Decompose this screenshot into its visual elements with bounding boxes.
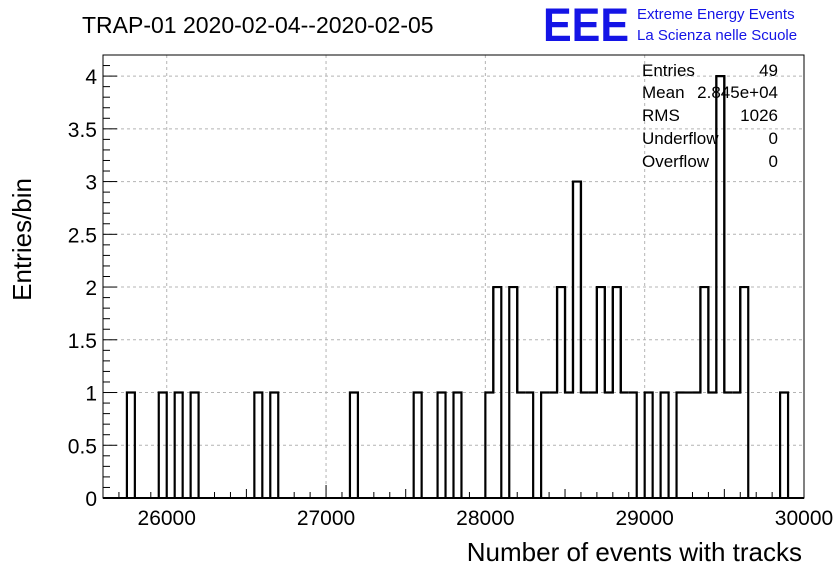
stats-overflow-value: 0 bbox=[769, 152, 778, 171]
stats-mean-label: Mean bbox=[642, 83, 685, 102]
histogram-bin bbox=[173, 391, 184, 498]
y-tick-label: 0.5 bbox=[68, 435, 97, 458]
y-tick-label: 1.5 bbox=[68, 330, 97, 353]
x-axis-label: Number of events with tracks bbox=[467, 537, 802, 567]
stats-underflow-value: 0 bbox=[769, 129, 778, 148]
stats-mean-value: 2.845e+04 bbox=[697, 83, 778, 102]
histogram-bin bbox=[492, 285, 503, 498]
histogram-bin bbox=[125, 391, 136, 498]
y-tick-label: 3.5 bbox=[68, 119, 97, 142]
histogram-bin bbox=[253, 391, 264, 498]
y-tick-label: 0 bbox=[85, 488, 97, 511]
histogram-bin bbox=[436, 391, 447, 498]
stats-entries-label: Entries bbox=[642, 61, 695, 80]
chart-title: TRAP-01 2020-02-04--2020-02-05 bbox=[82, 12, 434, 38]
y-tick-label: 2 bbox=[85, 277, 97, 300]
stats-overflow-label: Overflow bbox=[642, 152, 710, 171]
histogram-bin bbox=[452, 391, 463, 498]
x-tick-label: 27000 bbox=[297, 507, 355, 530]
histogram-bin bbox=[723, 76, 733, 394]
y-tick-label: 1 bbox=[85, 383, 97, 406]
logo: EEE Extreme Energy Events La Scienza nel… bbox=[543, 0, 797, 51]
histogram-bin bbox=[189, 391, 200, 498]
histogram-bars bbox=[103, 75, 804, 499]
stats-rms-label: RMS bbox=[642, 106, 680, 125]
histogram-bin bbox=[643, 391, 654, 498]
histogram-bin bbox=[157, 391, 168, 498]
logo-line-2: La Scienza nelle Scuole bbox=[637, 27, 797, 44]
plot-frame bbox=[102, 54, 805, 499]
x-tick-label: 30000 bbox=[775, 507, 833, 530]
histogram-bin bbox=[525, 391, 535, 498]
stats-rms-value: 1026 bbox=[740, 106, 778, 125]
histogram-bin bbox=[779, 391, 790, 498]
stats-box: Entries 49 Mean 2.845e+04 RMS 1026 Under… bbox=[642, 61, 778, 171]
x-tick-label: 29000 bbox=[615, 507, 673, 530]
y-tick-label: 3 bbox=[85, 172, 97, 195]
histogram-bin bbox=[739, 285, 750, 498]
stats-underflow-label: Underflow bbox=[642, 129, 719, 148]
x-tick-label: 26000 bbox=[138, 507, 196, 530]
histogram-bin bbox=[628, 391, 638, 498]
x-tick-label: 28000 bbox=[456, 507, 514, 530]
histogram-bin bbox=[659, 391, 670, 498]
stats-entries-value: 49 bbox=[759, 61, 778, 80]
tick-labels: 26000 27000 28000 29000 30000 0 0.5 1 1.5 2 2.5 3 3.… bbox=[68, 66, 833, 530]
logo-line-1: Extreme Energy Events bbox=[637, 6, 795, 23]
histogram-bin bbox=[348, 391, 360, 498]
histogram-bin bbox=[540, 391, 550, 498]
y-tick-label: 2.5 bbox=[68, 224, 97, 247]
histogram-bin bbox=[412, 391, 423, 498]
histogram-bin bbox=[269, 391, 280, 498]
histogram-bin bbox=[516, 287, 526, 394]
logo-mark: EEE bbox=[543, 0, 629, 51]
y-axis-label: Entries/bin bbox=[7, 178, 37, 301]
y-tick-label: 4 bbox=[85, 66, 97, 89]
histogram-bin bbox=[579, 181, 589, 394]
histogram-bin bbox=[619, 287, 629, 394]
histogram-bin bbox=[675, 391, 685, 498]
